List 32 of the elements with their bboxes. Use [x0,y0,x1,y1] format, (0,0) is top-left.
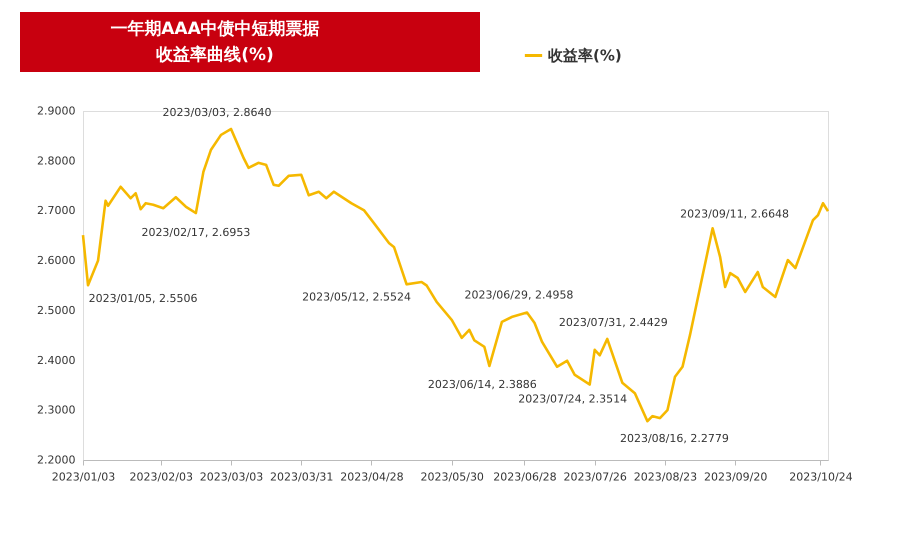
annotation: 2023/03/03, 2.8640 [162,106,272,119]
annotation: 2023/08/16, 2.2779 [620,432,729,446]
x-tick-label: 2023/10/24 [789,470,853,484]
x-tick-label: 2023/05/30 [420,470,484,484]
annotation: 2023/07/24, 2.3514 [518,392,628,406]
annotation: 2023/09/11, 2.6648 [680,207,790,220]
x-tick-label: 2023/08/23 [634,470,698,484]
x-tick-label: 2023/09/20 [704,470,768,484]
annotation: 2023/06/14, 2.3886 [428,378,537,391]
x-tick-label: 2023/03/03 [200,470,264,484]
x-tick-label: 2023/02/03 [130,470,193,484]
x-tick-label: 2023/03/31 [270,470,334,484]
annotation: 2023/01/05, 2.5506 [88,292,198,306]
y-tick-label: 2.6000 [37,254,76,268]
annotation: 2023/07/31, 2.4429 [558,316,668,329]
x-tick-label: 2023/04/28 [340,470,404,484]
y-tick-label: 2.4000 [37,354,76,367]
legend-label: 收益率(%) [548,46,622,64]
y-tick-label: 2.7000 [37,204,76,218]
y-tick-label: 2.3000 [37,404,76,417]
y-tick-label: 2.2000 [37,454,76,466]
x-tick-label: 2023/01/03 [52,470,116,484]
line-series [82,128,830,422]
y-tick-label: 2.8000 [37,154,76,168]
annotation: 2023/05/12, 2.5524 [302,290,412,304]
chart-title: 一年期AAA中债中短期票据收益率曲线(%) [110,19,320,65]
x-tick-label: 2023/06/28 [493,470,557,484]
annotation: 2023/02/17, 2.6953 [141,226,250,240]
x-tick-label: 2023/07/26 [564,470,627,484]
y-tick-label: 2.5000 [37,304,76,317]
y-tick-label: 2.9000 [37,104,76,118]
annotation: 2023/06/29, 2.4958 [464,288,574,302]
